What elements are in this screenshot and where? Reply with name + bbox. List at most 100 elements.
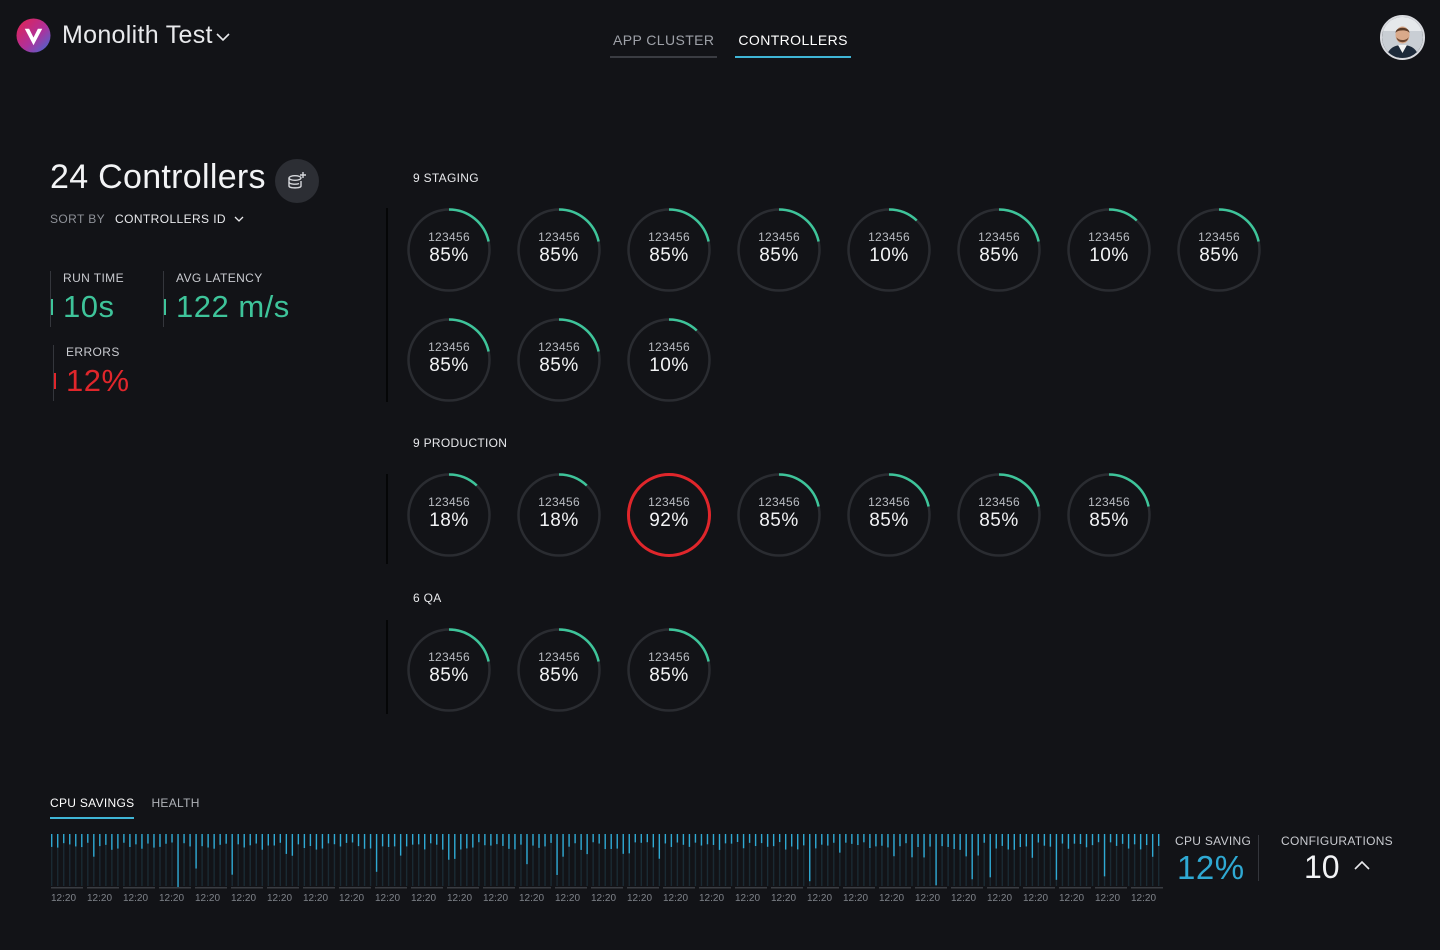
controller-gauge[interactable]: 123456 18% [516,472,602,558]
time-label: 12:20 [735,893,761,904]
spark-bar-bg [887,836,889,886]
add-controller-button[interactable] [275,159,319,203]
spark-bar-bg [399,836,402,886]
controller-gauge[interactable]: 123456 85% [406,627,492,713]
controller-gauge[interactable]: 123456 85% [516,207,602,293]
spark-bar-bg [183,836,185,886]
time-label: 12:20 [951,893,977,904]
spark-bar [724,834,727,844]
chevron-up-icon[interactable] [1354,860,1370,870]
spark-bar-bg [267,836,269,886]
controller-gauge[interactable]: 123456 85% [1066,472,1152,558]
spark-bar-bg [869,836,871,886]
controller-gauge[interactable]: 123456 85% [626,207,712,293]
controller-percent: 85% [649,245,689,266]
controller-gauge[interactable]: 123456 85% [1176,207,1262,293]
gauge-arc [737,473,821,557]
spark-bar [159,834,161,847]
spark-bar-bg [502,836,504,886]
spark-bar-bg [833,836,835,886]
controller-gauge[interactable]: 123456 85% [516,627,602,713]
spark-bar [1133,834,1136,845]
tab-controllers[interactable]: CONTROLLERS [735,32,851,58]
spark-bar-bg [881,836,883,886]
spark-bar-bg [117,836,119,886]
sort-dropdown[interactable]: CONTROLLERS ID [115,212,244,226]
spark-bar [315,834,318,850]
spark-bar-bg [430,836,432,886]
spark-bar-bg [189,836,191,886]
time-label: 12:20 [1131,893,1157,904]
tab-health[interactable]: HEALTH [151,796,200,810]
gauge-ring [517,628,601,712]
spark-bar-bg [201,836,203,886]
spark-bar-bg [821,836,823,886]
spark-bar [616,834,618,849]
spark-bar [947,834,949,847]
spark-bar [219,834,221,845]
spark-bar [556,834,558,875]
axis-segment [1023,887,1055,889]
axis-segment [1095,887,1127,889]
controller-id: 123456 [428,650,470,664]
gauge-ring [407,208,491,292]
spark-bar [195,834,197,869]
metric-value: 12% [54,363,130,399]
tab-cpu-savings[interactable]: CPU SAVINGS [50,796,135,819]
spark-bar [676,834,679,843]
controller-gauge[interactable]: 123456 85% [516,317,602,403]
spark-bar [309,834,312,847]
time-label: 12:20 [879,893,905,904]
gauge-ring [847,473,931,557]
sort-control: SORT BY CONTROLLERS ID [50,212,244,226]
controller-id: 123456 [1088,495,1130,509]
group-divider [386,620,388,714]
spark-bar [478,834,480,843]
controller-gauge[interactable]: 123456 85% [846,472,932,558]
spark-bar-bg [1073,836,1076,886]
spark-bar-bg [1079,836,1082,886]
spark-bar [1031,834,1034,858]
controller-gauge[interactable]: 123456 85% [626,627,712,713]
gauge-ring [627,318,711,402]
spark-bar-bg [766,836,769,886]
tab-app-cluster[interactable]: APP CLUSTER [610,32,718,58]
spark-bar-bg [123,836,125,886]
spark-bar [869,834,871,849]
controller-percent: 85% [1089,510,1129,531]
spark-bar [75,834,77,847]
controller-gauge[interactable]: 123456 10% [846,207,932,293]
spark-bar-bg [790,836,793,886]
spark-bar [357,834,360,847]
controller-percent: 85% [759,510,799,531]
controller-gauge[interactable]: 123456 18% [406,472,492,558]
spark-bar [863,834,865,843]
controller-gauge[interactable]: 123456 85% [956,207,1042,293]
time-label: 12:20 [627,893,653,904]
spark-bar [279,834,282,843]
gauge-arc [517,628,601,712]
controller-gauge[interactable]: 123456 85% [956,472,1042,558]
spark-bar-bg [923,836,925,886]
controller-gauge[interactable]: 123456 85% [406,207,492,293]
time-label: 12:20 [555,893,581,904]
spark-bar-bg [845,836,847,886]
user-avatar[interactable] [1380,15,1425,60]
controller-gauge[interactable]: 123456 85% [736,207,822,293]
spark-bar [640,834,642,843]
controller-percent: 85% [429,355,469,376]
axis-segment [159,887,191,889]
controller-gauge[interactable]: 123456 85% [406,317,492,403]
controller-gauge[interactable]: 123456 92% [626,472,712,558]
gauge-arc [517,473,601,557]
controller-percent: 10% [869,245,909,266]
controller-gauge[interactable]: 123456 85% [736,472,822,558]
spark-bar-bg [622,836,624,886]
spark-bar-bg [436,836,438,886]
axis-segment [1059,887,1091,889]
app-switcher[interactable]: Monolith Test [16,18,230,53]
spark-bar [748,834,751,843]
metric-value: 10s [51,289,124,325]
controller-gauge[interactable]: 123456 10% [626,317,712,403]
controller-gauge[interactable]: 123456 10% [1066,207,1152,293]
